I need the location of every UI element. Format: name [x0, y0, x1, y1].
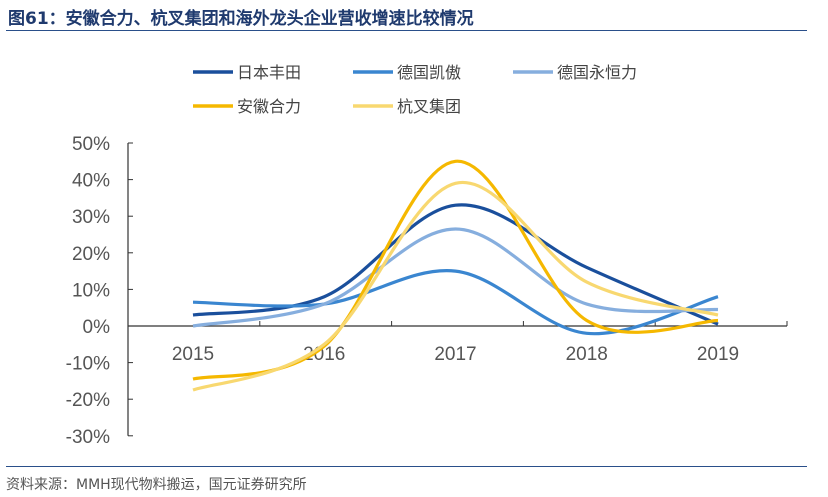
y-tick-label: 10% [72, 280, 110, 301]
series-line-2 [192, 269, 719, 336]
series-line-5 [192, 180, 719, 392]
legend-label: 日本丰田 [237, 63, 301, 82]
x-tick-label: 2017 [434, 344, 476, 365]
source-note: 资料来源：MMH现代物料搬运，国元证券研究所 [6, 477, 307, 493]
series-line-3 [192, 227, 719, 328]
legend-label: 杭叉集团 [397, 97, 461, 116]
y-tick-label: 50% [72, 134, 110, 155]
y-tick-label: 30% [72, 207, 110, 228]
y-tick-label: -20% [66, 390, 110, 411]
y-tick-label: -10% [66, 354, 110, 375]
y-tick-label: 20% [72, 244, 110, 265]
x-tick-label: 2016 [303, 344, 345, 365]
bottom-rule [6, 466, 807, 467]
legend-label: 德国永恒力 [557, 63, 637, 82]
x-tick-label: 2015 [172, 344, 214, 365]
y-tick-label: -30% [66, 427, 110, 448]
legend-label: 安徽合力 [237, 97, 301, 116]
x-tick-label: 2018 [566, 344, 608, 365]
y-tick-label: 40% [72, 171, 110, 192]
y-tick-label: 0% [83, 317, 111, 338]
chart-title: 图61：安徽合力、杭叉集团和海外龙头企业营收增速比较情况 [8, 9, 474, 29]
legend-label: 德国凯傲 [397, 63, 461, 82]
x-tick-label: 2019 [697, 344, 739, 365]
top-rule [6, 30, 807, 31]
